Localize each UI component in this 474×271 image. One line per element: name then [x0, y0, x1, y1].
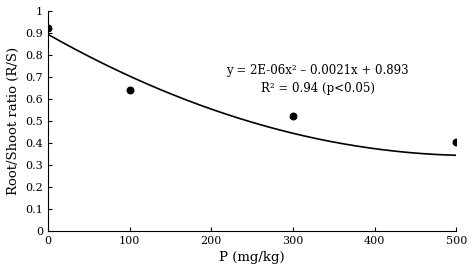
Point — [453, 140, 460, 144]
Point — [45, 26, 52, 30]
X-axis label: P (mg/kg): P (mg/kg) — [219, 251, 285, 264]
Point — [126, 88, 134, 93]
Point — [289, 114, 297, 119]
Y-axis label: Root/Shoot ratio (R/S): Root/Shoot ratio (R/S) — [7, 47, 20, 195]
Text: y = 2E-06x² – 0.0021x + 0.893
R² = 0.94 (p<0.05): y = 2E-06x² – 0.0021x + 0.893 R² = 0.94 … — [226, 64, 409, 95]
